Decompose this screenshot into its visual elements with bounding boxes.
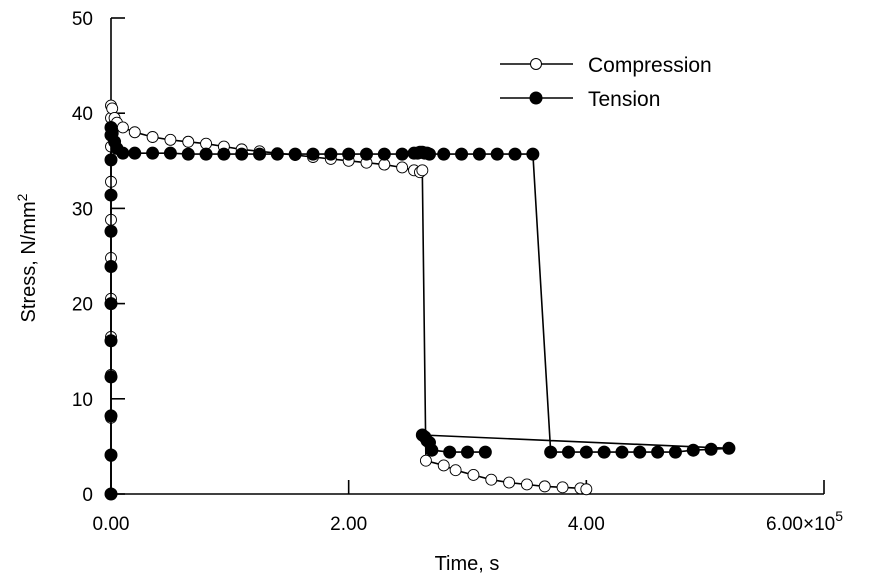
y-tick-label: 30 (72, 199, 93, 220)
data-point-tension (116, 146, 130, 160)
data-point-compression (200, 137, 213, 150)
data-point-tension (104, 188, 118, 202)
y-axis-title-superscript: 2 (14, 193, 30, 201)
x-tick-label: 2.00 (330, 514, 367, 535)
data-point-tension (163, 146, 177, 160)
data-point-tension (104, 409, 118, 423)
plot-area (104, 99, 736, 501)
data-point-tension (288, 147, 302, 161)
y-ticks: 0 10 20 30 40 50 (72, 9, 125, 506)
data-point-tension (544, 445, 558, 459)
data-point-tension (324, 147, 338, 161)
data-point-tension (359, 147, 373, 161)
data-point-tension (437, 147, 451, 161)
data-point-tension (526, 147, 540, 161)
data-point-tension (104, 297, 118, 311)
data-point-tension (422, 147, 436, 161)
x-unit-exponent: 5 (835, 508, 843, 524)
axes (110, 18, 824, 495)
data-point-tension (104, 153, 118, 167)
y-tick-label: 40 (72, 104, 93, 125)
legend: Compression Tension (500, 54, 712, 111)
y-tick-label: 0 (82, 485, 93, 506)
data-point-tension (253, 147, 267, 161)
data-point-compression (449, 464, 462, 477)
x-ticks: 0.00 2.00 4.00 (93, 480, 825, 535)
data-point-tension (217, 147, 231, 161)
data-point-tension (490, 147, 504, 161)
data-point-tension (377, 147, 391, 161)
data-point-tension (199, 147, 213, 161)
data-point-compression (419, 454, 432, 467)
y-axis-title: Stress, N/mm2 (14, 193, 40, 322)
data-point-tension (579, 445, 593, 459)
data-point-tension (425, 443, 439, 457)
data-point-compression (378, 158, 391, 171)
data-point-tension (443, 445, 457, 459)
y-tick-label: 50 (72, 9, 93, 30)
x-last-tick-label: 6.00 (766, 514, 803, 535)
data-point-tension (104, 224, 118, 238)
data-point-tension (633, 445, 647, 459)
data-point-compression (182, 135, 195, 148)
y-axis-title-main: Stress, N/mm (18, 201, 40, 322)
data-point-compression (416, 164, 429, 177)
data-point-tension (651, 445, 665, 459)
data-point-tension (104, 370, 118, 384)
data-point-compression (396, 161, 409, 174)
data-point-compression (116, 121, 129, 134)
data-point-tension (104, 448, 118, 462)
y-tick-label: 10 (72, 390, 93, 411)
data-point-tension (461, 445, 474, 459)
data-point-tension (722, 441, 736, 455)
data-point-tension (478, 445, 492, 459)
data-point-tension (146, 146, 160, 160)
x-unit-multiplier: ×10 (803, 514, 835, 535)
data-point-tension (455, 147, 469, 161)
legend-compression-label: Compression (588, 54, 712, 77)
data-point-tension (181, 147, 195, 161)
data-point-tension (395, 147, 409, 161)
data-point-compression (437, 459, 450, 472)
y-tick-label: 20 (72, 295, 93, 316)
data-point-compression (556, 481, 569, 494)
data-point-tension (615, 445, 629, 459)
data-point-compression (467, 469, 480, 481)
data-point-compression (520, 478, 533, 491)
data-point-tension (562, 445, 576, 459)
data-point-tension (704, 442, 718, 456)
legend-item-tension: Tension (500, 88, 660, 111)
data-point-tension (128, 146, 142, 160)
legend-compression-marker (530, 58, 542, 70)
data-point-tension (342, 147, 356, 161)
data-point-compression (146, 131, 159, 143)
data-point-compression (164, 133, 177, 146)
data-point-compression (128, 126, 141, 139)
data-point-tension (306, 147, 320, 161)
x-tick-label: 0.00 (93, 514, 130, 535)
data-point-tension (472, 147, 486, 161)
series-tension (104, 120, 736, 501)
data-point-tension (104, 259, 118, 273)
data-point-tension (686, 443, 700, 457)
data-point-tension (597, 445, 611, 459)
legend-item-compression: Compression (500, 54, 712, 77)
legend-tension-label: Tension (588, 88, 660, 111)
data-point-compression (580, 483, 593, 496)
legend-tension-marker (529, 91, 543, 105)
x-axis-title: Time, s (435, 553, 500, 575)
data-point-tension (668, 445, 682, 459)
data-point-tension (235, 147, 249, 161)
data-point-tension (104, 487, 118, 501)
x-unit-label: 6.00×105 (766, 508, 843, 535)
data-point-tension (270, 147, 284, 161)
x-tick-label: 4.00 (568, 514, 605, 535)
data-point-compression (503, 476, 516, 489)
data-point-tension (104, 334, 118, 348)
data-point-tension (508, 147, 522, 161)
data-point-compression (538, 480, 551, 493)
data-point-compression (485, 473, 498, 486)
